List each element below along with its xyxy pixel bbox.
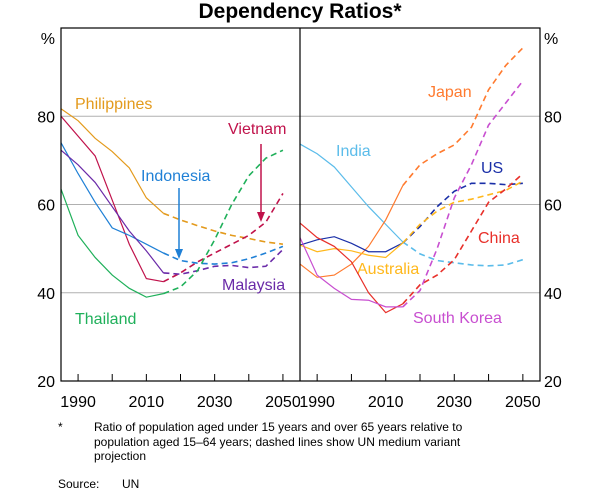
x-tick-label: 1990 xyxy=(60,394,96,411)
y-tick-label-right: 60 xyxy=(544,198,562,215)
malaysia-historical-line xyxy=(60,149,164,274)
thailand-historical-line xyxy=(60,188,164,298)
india-projection-line xyxy=(402,241,524,267)
philippines-label: Philippines xyxy=(75,96,152,113)
x-tick-label: 2030 xyxy=(436,394,472,411)
chart-title: Dependency Ratios* xyxy=(198,0,402,23)
y-unit-right: % xyxy=(544,31,558,48)
y-tick-label-right: 20 xyxy=(544,374,562,391)
australia-projection-line xyxy=(402,180,524,244)
indonesia-historical-line xyxy=(60,142,164,254)
x-tick-label: 2050 xyxy=(265,394,301,411)
india-label: India xyxy=(336,143,371,160)
us-label: US xyxy=(481,160,503,177)
indonesia-label: Indonesia xyxy=(141,168,210,185)
india-historical-line xyxy=(299,143,404,243)
footnote-text: Ratio of population aged under 15 years … xyxy=(94,420,463,463)
x-tick-label: 2010 xyxy=(368,394,404,411)
us-historical-line xyxy=(299,236,404,253)
x-tick-label: 1990 xyxy=(299,394,335,411)
vietnam-arrow-head xyxy=(257,212,265,222)
x-tick-label: 2030 xyxy=(197,394,233,411)
vietnam-label: Vietnam xyxy=(228,121,286,138)
south-korea-label: South Korea xyxy=(413,310,502,327)
thailand-label: Thailand xyxy=(75,311,136,328)
china-projection-line xyxy=(402,173,524,305)
y-unit-left: % xyxy=(41,31,55,48)
china-historical-line xyxy=(299,222,404,314)
x-tick-label: 2010 xyxy=(129,394,165,411)
y-tick-label-right: 80 xyxy=(544,109,562,126)
y-tick-label-left: 80 xyxy=(37,109,55,126)
japan-projection-line xyxy=(402,47,524,187)
malaysia-label: Malaysia xyxy=(222,277,285,294)
y-tick-label-left: 40 xyxy=(37,286,55,303)
china-label: China xyxy=(478,230,520,247)
source-value: UN xyxy=(122,477,140,491)
philippines-projection-line xyxy=(163,212,284,246)
japan-label: Japan xyxy=(428,84,472,101)
x-tick-label: 2050 xyxy=(505,394,541,411)
footnote-mark: * xyxy=(58,420,63,434)
vietnam-historical-line xyxy=(60,115,164,283)
y-tick-label-right: 40 xyxy=(544,286,562,303)
japan-historical-line xyxy=(299,185,404,278)
thailand-projection-line xyxy=(163,149,284,295)
indonesia-projection-line xyxy=(163,245,284,265)
australia-historical-line xyxy=(299,242,404,259)
y-tick-label-left: 60 xyxy=(37,198,55,215)
philippines-historical-line xyxy=(60,108,164,214)
south-korea-projection-line xyxy=(402,80,524,308)
australia-label: Australia xyxy=(357,261,419,278)
y-tick-label-left: 20 xyxy=(37,374,55,391)
us-projection-line xyxy=(402,182,523,244)
south-korea-historical-line xyxy=(299,237,403,308)
indonesia-arrow-head xyxy=(175,249,183,259)
vietnam-projection-line xyxy=(163,193,284,283)
malaysia-projection-line xyxy=(163,248,284,276)
source-label: Source: xyxy=(58,477,100,491)
